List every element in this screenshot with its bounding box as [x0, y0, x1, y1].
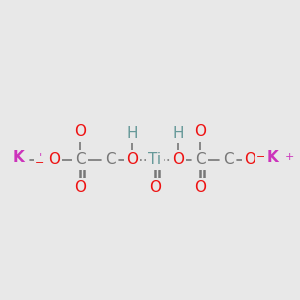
Text: O: O [74, 124, 86, 140]
Text: H: H [126, 125, 138, 140]
Text: O: O [126, 152, 138, 167]
Text: O: O [172, 152, 184, 167]
Text: K: K [12, 149, 24, 164]
Text: H: H [172, 125, 184, 140]
Text: C: C [223, 152, 233, 167]
Text: C: C [195, 152, 205, 167]
Text: O: O [74, 181, 86, 196]
Text: C: C [75, 152, 85, 167]
Text: K: K [266, 149, 278, 164]
Text: Ti: Ti [148, 152, 162, 167]
Text: O: O [194, 181, 206, 196]
Text: O: O [244, 152, 256, 167]
Text: C: C [105, 152, 115, 167]
Text: O: O [149, 181, 161, 196]
Text: −: − [35, 158, 45, 168]
Text: +: + [35, 152, 45, 162]
Text: +: + [284, 152, 294, 162]
Text: −: − [256, 152, 266, 162]
Text: O: O [48, 152, 60, 167]
Text: O: O [194, 124, 206, 140]
